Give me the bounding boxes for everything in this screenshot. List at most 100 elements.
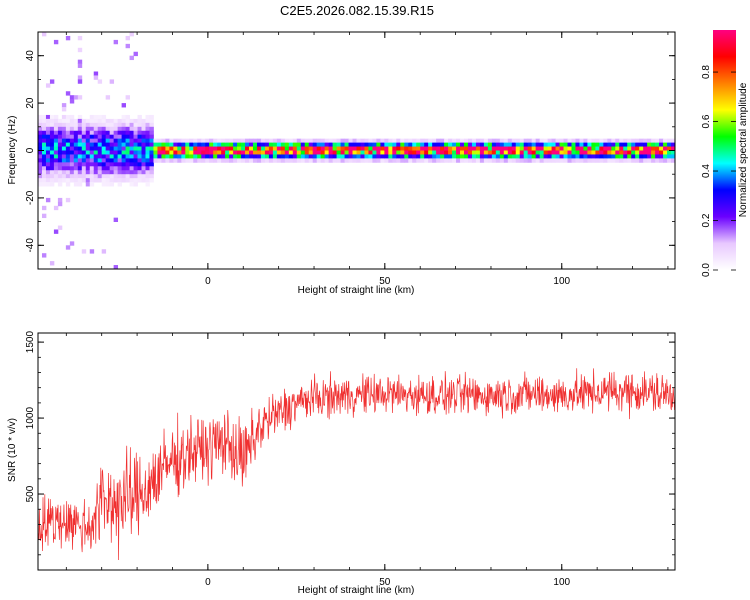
heatmap-cell [105,118,111,124]
heatmap-cell [161,150,166,155]
heatmap-cell [372,154,377,159]
heatmap-cell [41,162,47,167]
heatmap-cell [615,146,620,151]
heatmap-cell [129,166,134,171]
heatmap-cell [372,158,377,163]
heatmap-cell [241,154,246,159]
heatmap-cell [113,166,119,171]
heatmap-cell [623,158,628,163]
heatmap-cell [77,142,83,147]
heatmap-cell [77,95,83,100]
snr-xlabel: Height of straight line (km) [298,585,415,596]
heatmap-cell [213,146,218,151]
heatmap-cell [129,118,134,124]
heatmap-cell [45,174,51,179]
heatmap-cell [141,178,146,183]
heatmap-cell [53,154,59,159]
heatmap-cell [109,170,115,175]
heatmap-cell [77,178,83,183]
heatmap-cell [507,142,513,147]
heatmap-cell [276,158,282,163]
heatmap-cell [320,150,326,155]
heatmap-cell [276,154,282,159]
heatmap-cell [237,150,242,155]
heatmap-cell [117,166,123,171]
heatmap-cell [53,146,59,151]
heatmap-cell [519,142,525,147]
heatmap-cell [77,138,83,143]
heatmap-cell [213,138,218,143]
heatmap-cell [209,146,214,151]
heatmap-cell [38,118,43,124]
heatmap-cell [121,162,126,167]
heatmap-cell [531,158,537,163]
heatmap-cell [619,154,624,159]
heatmap-cell [61,146,67,151]
heatmap-cell [639,146,644,151]
heatmap-cell [113,170,119,175]
heatmap-cell [125,174,130,179]
heatmap-cell [491,138,497,143]
spectrogram-xtick-label: 50 [379,276,391,287]
heatmap-cell [272,158,278,163]
heatmap-cell [85,146,91,151]
heatmap-cell [440,138,445,143]
heatmap-cell [424,146,429,151]
heatmap-cell [173,150,178,155]
heatmap-cell [137,130,142,136]
heatmap-cell [38,130,43,136]
heatmap-cell [85,122,91,128]
heatmap-cell [45,170,51,175]
heatmap-cell [304,146,310,151]
heatmap-cell [49,182,55,187]
heatmap-cell [185,146,190,151]
heatmap-cell [89,150,95,155]
heatmap-cell [475,150,481,155]
heatmap-cell [611,150,616,155]
heatmap-cell [344,158,349,163]
heatmap-cell [73,166,79,171]
heatmap-cell [49,122,55,128]
heatmap-cell [101,114,107,120]
heatmap-cell [260,150,266,155]
heatmap-cell [400,146,405,151]
heatmap-cell [416,142,421,147]
heatmap-cell [101,126,107,132]
heatmap-cell [507,146,513,151]
heatmap-cell [408,138,413,143]
heatmap-cell [129,122,134,128]
heatmap-cell [65,118,71,124]
heatmap-cell [404,150,409,155]
heatmap-cell [463,158,469,163]
heatmap-cell [340,158,345,163]
heatmap-cell [57,201,63,207]
heatmap-cell [619,146,624,151]
heatmap-cell [587,158,592,163]
heatmap-cell [563,142,568,147]
heatmap-cell [527,138,533,143]
heatmap-cell [105,134,111,140]
heatmap-cell [635,158,640,163]
heatmap-cell [316,142,322,147]
heatmap-cell [268,146,274,151]
heatmap-cell [304,142,310,147]
heatmap-cell [69,170,75,175]
heatmap-cell [93,130,99,136]
heatmap-cell [89,142,95,147]
heatmap-cell [308,142,314,147]
heatmap-cell [45,182,51,187]
heatmap-cell [89,174,95,179]
heatmap-cell [105,182,111,187]
heatmap-cell [543,154,548,159]
heatmap-cell [137,166,142,171]
heatmap-cell [348,158,353,163]
heatmap-cell [38,158,43,163]
heatmap-cell [89,134,95,140]
heatmap-cell [559,146,564,151]
heatmap-cell [615,158,620,163]
heatmap-cell [579,154,584,159]
heatmap-cell [368,138,373,143]
heatmap-cell [105,126,111,132]
heatmap-cell [185,138,190,143]
heatmap-cell [65,170,71,175]
